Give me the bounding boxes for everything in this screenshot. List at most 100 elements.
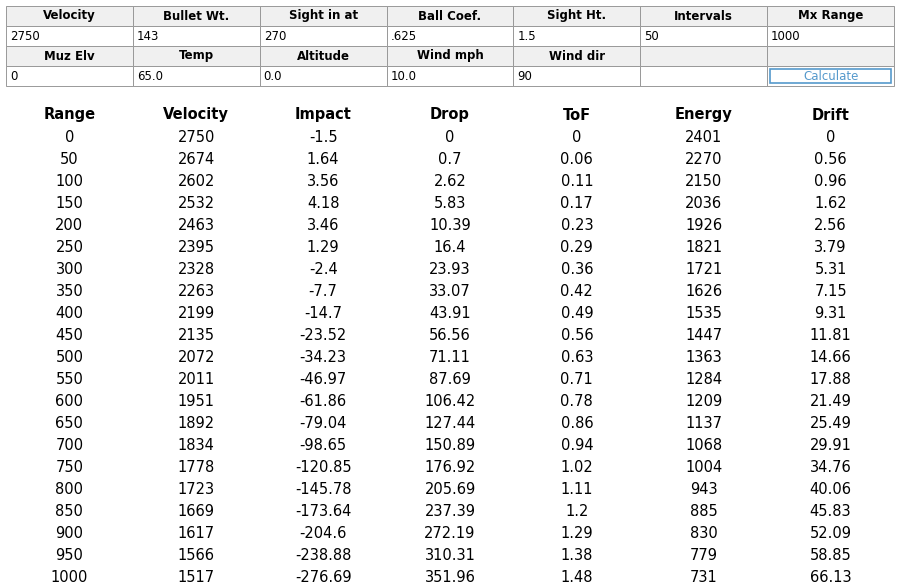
Text: Drift: Drift	[812, 107, 850, 122]
Text: 90: 90	[518, 70, 532, 83]
Text: 5.31: 5.31	[814, 261, 847, 277]
Text: 2199: 2199	[177, 305, 215, 321]
Text: -61.86: -61.86	[300, 394, 346, 408]
Text: -23.52: -23.52	[300, 328, 346, 342]
Text: 43.91: 43.91	[429, 305, 471, 321]
Text: 2750: 2750	[10, 29, 40, 43]
Bar	[767, 46, 894, 66]
Bar	[770, 69, 891, 83]
Text: 56.56: 56.56	[429, 328, 471, 342]
Text: 1.02: 1.02	[561, 459, 593, 475]
Text: 1669: 1669	[178, 503, 215, 519]
Text: 0: 0	[65, 130, 74, 145]
Text: 3.79: 3.79	[814, 240, 847, 254]
Text: 1004: 1004	[685, 459, 723, 475]
Text: 1.11: 1.11	[561, 482, 593, 496]
Text: ToF: ToF	[562, 107, 591, 122]
Text: 87.69: 87.69	[429, 372, 471, 387]
Text: 143: 143	[137, 29, 159, 43]
Bar	[6, 26, 133, 46]
Bar	[260, 6, 387, 26]
Text: 40.06: 40.06	[810, 482, 851, 496]
Text: 2072: 2072	[177, 349, 215, 364]
Text: 2401: 2401	[685, 130, 723, 145]
Text: -7.7: -7.7	[309, 284, 338, 298]
Bar	[6, 6, 133, 26]
Text: 1.29: 1.29	[561, 526, 593, 540]
Text: 0.56: 0.56	[814, 152, 847, 166]
Text: 2395: 2395	[178, 240, 215, 254]
Text: 1778: 1778	[177, 459, 215, 475]
Text: 1.5: 1.5	[518, 29, 536, 43]
Bar	[260, 26, 387, 46]
Text: 1723: 1723	[177, 482, 215, 496]
Text: 310.31: 310.31	[425, 547, 475, 563]
Text: 21.49: 21.49	[810, 394, 851, 408]
Text: 2532: 2532	[177, 196, 215, 210]
Text: 2750: 2750	[177, 130, 215, 145]
Text: 2150: 2150	[685, 173, 723, 189]
Text: 1566: 1566	[178, 547, 215, 563]
Text: -238.88: -238.88	[295, 547, 351, 563]
Bar	[6, 46, 133, 66]
Text: Sight Ht.: Sight Ht.	[547, 9, 607, 22]
Text: Intervals: Intervals	[674, 9, 734, 22]
Bar	[513, 46, 640, 66]
Text: 100: 100	[56, 173, 84, 189]
Text: 0.56: 0.56	[561, 328, 593, 342]
Text: -1.5: -1.5	[309, 130, 338, 145]
Text: 0.11: 0.11	[561, 173, 593, 189]
Text: 0: 0	[572, 130, 581, 145]
Text: 0: 0	[446, 130, 454, 145]
Text: 3.56: 3.56	[307, 173, 339, 189]
Bar	[767, 66, 894, 86]
Text: 400: 400	[56, 305, 84, 321]
Text: 2263: 2263	[177, 284, 215, 298]
Text: 900: 900	[56, 526, 84, 540]
Text: 7.15: 7.15	[814, 284, 847, 298]
Text: 1284: 1284	[685, 372, 723, 387]
Text: 71.11: 71.11	[429, 349, 471, 364]
Text: 5.83: 5.83	[434, 196, 466, 210]
Text: 779: 779	[689, 547, 717, 563]
Text: -120.85: -120.85	[295, 459, 352, 475]
Text: Altitude: Altitude	[297, 49, 349, 63]
Text: 500: 500	[56, 349, 84, 364]
Bar	[640, 46, 767, 66]
Text: 150.89: 150.89	[425, 438, 475, 452]
Bar	[387, 6, 513, 26]
Text: 1209: 1209	[685, 394, 723, 408]
Text: 106.42: 106.42	[425, 394, 475, 408]
Text: 1721: 1721	[685, 261, 723, 277]
Text: 0.94: 0.94	[561, 438, 593, 452]
Bar	[260, 46, 387, 66]
Text: 0.63: 0.63	[561, 349, 593, 364]
Text: 0.86: 0.86	[561, 415, 593, 431]
Text: 2463: 2463	[178, 217, 215, 233]
Text: 351.96: 351.96	[425, 570, 475, 584]
Bar	[767, 6, 894, 26]
Text: 176.92: 176.92	[425, 459, 475, 475]
Text: Muz Elv: Muz Elv	[44, 49, 94, 63]
Text: -145.78: -145.78	[295, 482, 351, 496]
Text: 0.0: 0.0	[264, 70, 283, 83]
Bar	[640, 26, 767, 46]
Text: Calculate: Calculate	[803, 70, 859, 83]
Text: 885: 885	[689, 503, 717, 519]
Text: 750: 750	[56, 459, 84, 475]
Text: 237.39: 237.39	[425, 503, 475, 519]
Text: 1.62: 1.62	[814, 196, 847, 210]
Text: 0.42: 0.42	[561, 284, 593, 298]
Text: 550: 550	[56, 372, 84, 387]
Text: -276.69: -276.69	[295, 570, 352, 584]
Bar	[640, 66, 767, 86]
Text: 1068: 1068	[685, 438, 723, 452]
Text: -34.23: -34.23	[300, 349, 346, 364]
Text: 0.17: 0.17	[561, 196, 593, 210]
Bar	[513, 26, 640, 46]
Text: 34.76: 34.76	[810, 459, 851, 475]
Text: 2036: 2036	[685, 196, 723, 210]
Text: 9.31: 9.31	[814, 305, 847, 321]
Text: 272.19: 272.19	[424, 526, 476, 540]
Text: Ball Coef.: Ball Coef.	[418, 9, 482, 22]
